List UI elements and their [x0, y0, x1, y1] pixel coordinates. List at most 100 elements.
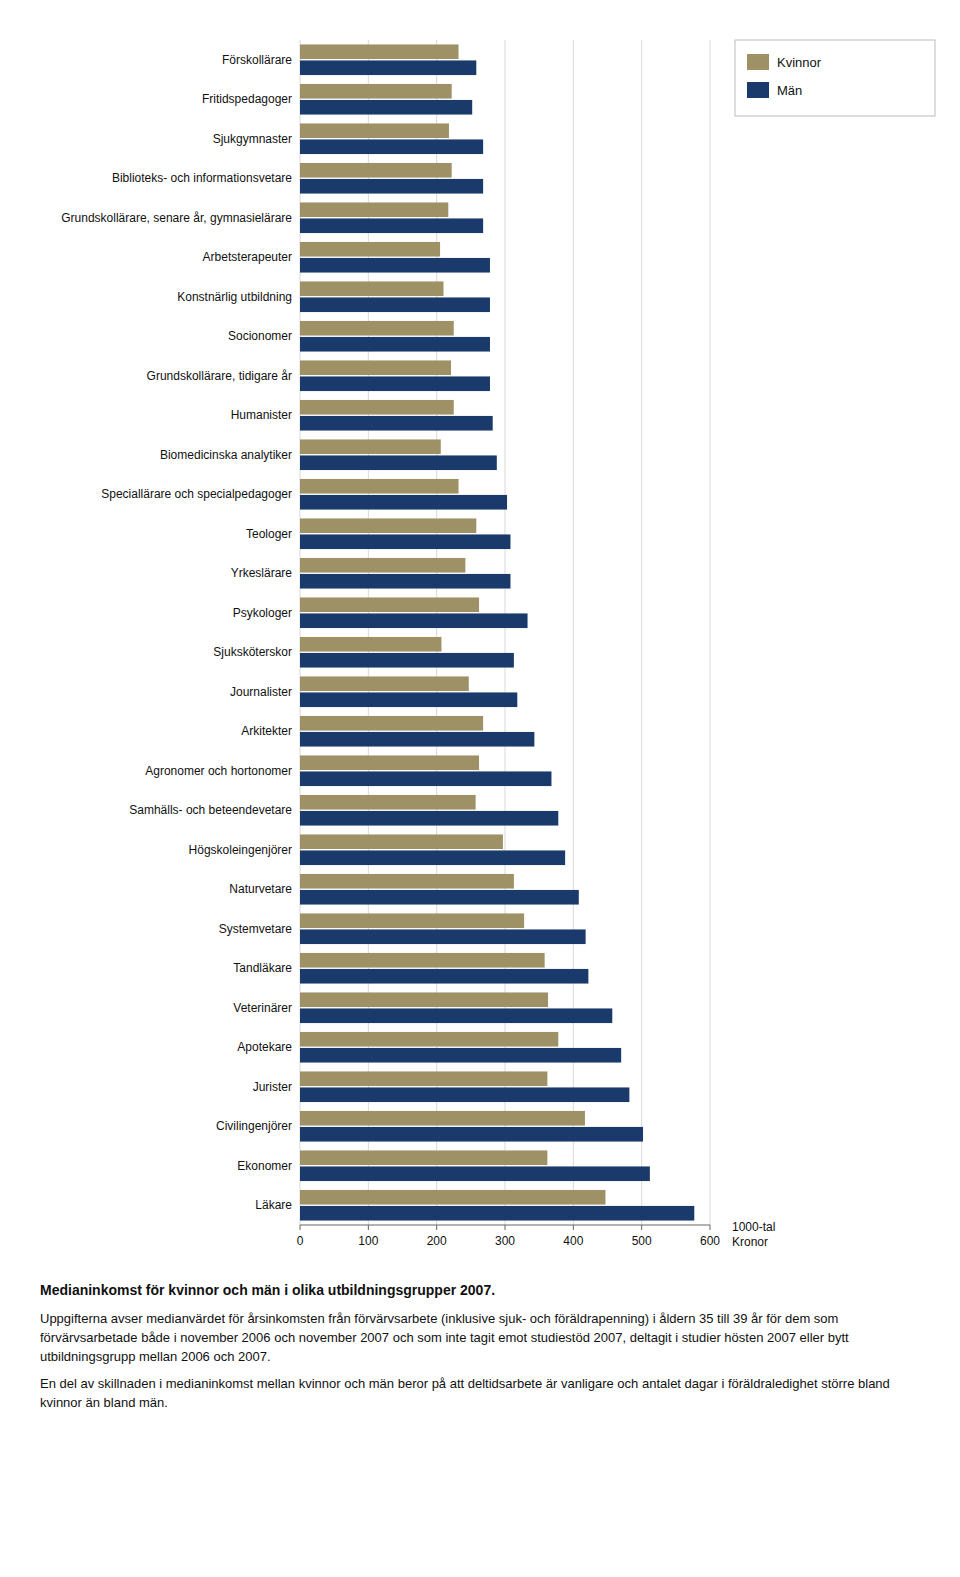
bar: [300, 653, 514, 668]
bar: [300, 1111, 585, 1126]
chart: 0100200300400500600FörskollärareFritidsp…: [0, 0, 960, 1270]
bar: [300, 850, 565, 865]
legend-swatch: [747, 54, 769, 70]
bar: [300, 44, 459, 59]
legend-entry: Män: [777, 83, 802, 98]
tick-mark: [368, 1225, 369, 1230]
annotation: En del av skillnaden i medianinkomst mel…: [40, 1375, 920, 1413]
bar: [300, 123, 449, 138]
bar: [300, 1071, 547, 1086]
grid-line: [368, 40, 369, 1225]
bar: [300, 416, 493, 431]
bar: [300, 518, 476, 533]
category-label: Högskoleingenjörer: [189, 843, 292, 857]
tick-label: 500: [632, 1234, 652, 1248]
bar: [300, 574, 510, 589]
category-label: Grundskollärare, senare år, gymnasielära…: [61, 211, 292, 225]
tick-label: 0: [297, 1234, 304, 1248]
bar: [300, 297, 490, 312]
bar: [300, 534, 510, 549]
bar: [300, 771, 551, 786]
bar: [300, 100, 472, 115]
bar: [300, 755, 479, 770]
tick-label: 100: [358, 1234, 378, 1248]
category-label: Fritidspedagoger: [202, 92, 292, 106]
grid-line: [641, 40, 642, 1225]
category-label: Sjuksköterskor: [213, 645, 292, 659]
tick-mark: [505, 1225, 506, 1230]
category-label: Sjukgymnaster: [213, 132, 292, 146]
category-label: Biomedicinska analytiker: [160, 448, 292, 462]
bar: [300, 1048, 621, 1063]
bar: [300, 558, 465, 573]
x-axis-label: 1000-talKronor: [732, 1220, 775, 1249]
bar: [300, 479, 459, 494]
bar: [300, 439, 441, 454]
bar: [300, 969, 588, 984]
bar: [300, 455, 497, 470]
bar: [300, 929, 586, 944]
bar: [300, 1150, 547, 1165]
grid-line: [505, 40, 506, 1225]
bar: [300, 1087, 629, 1102]
tick-mark: [300, 1225, 301, 1230]
bar: [300, 376, 490, 391]
bar: [300, 676, 469, 691]
category-label: Veterinärer: [233, 1001, 292, 1015]
bar: [300, 795, 476, 810]
bar: [300, 139, 483, 154]
category-label: Civilingenjörer: [216, 1119, 292, 1133]
bar: [300, 281, 444, 296]
category-label: Samhälls- och beteendevetare: [129, 803, 292, 817]
notes: Medianinkomst för kvinnor och män i olik…: [40, 1280, 920, 1421]
category-label: Yrkeslärare: [231, 566, 293, 580]
category-label: Apotekare: [237, 1040, 292, 1054]
bar: [300, 913, 524, 928]
x-axis: [300, 1225, 710, 1226]
bar: [300, 953, 545, 968]
bar: [300, 495, 507, 510]
tick-label: 300: [495, 1234, 515, 1248]
tick-mark: [436, 1225, 437, 1230]
bar: [300, 360, 451, 375]
bar: [300, 60, 476, 75]
bar: [300, 874, 514, 889]
bar: [300, 400, 454, 415]
grid-line: [300, 40, 301, 1225]
legend-swatch: [747, 82, 769, 98]
category-label: Agronomer och hortonomer: [145, 764, 292, 778]
bar: [300, 992, 548, 1007]
category-label: Jurister: [253, 1080, 292, 1094]
bar: [300, 692, 517, 707]
bar: [300, 716, 483, 731]
legend-entry: Kvinnor: [777, 55, 822, 70]
title: Medianinkomst för kvinnor och män i olik…: [40, 1280, 920, 1300]
bar: [300, 242, 440, 257]
tick-label: 600: [700, 1234, 720, 1248]
bar: [300, 202, 448, 217]
bar: [300, 1032, 558, 1047]
category-label: Grundskollärare, tidigare år: [147, 369, 292, 383]
annotation: Uppgifterna avser medianvärdet för årsin…: [40, 1310, 920, 1367]
bar: [300, 1008, 612, 1023]
bar: [300, 811, 558, 826]
bars: [300, 44, 694, 1220]
bar: [300, 1127, 643, 1142]
tick-label: 400: [563, 1234, 583, 1248]
category-label: Konstnärlig utbildning: [177, 290, 292, 304]
category-label: Naturvetare: [229, 882, 292, 896]
category-label: Psykologer: [233, 606, 292, 620]
category-label: Läkare: [255, 1198, 292, 1212]
bar: [300, 890, 579, 905]
tick-mark: [573, 1225, 574, 1230]
bar: [300, 637, 441, 652]
bar: [300, 613, 528, 628]
bar: [300, 597, 479, 612]
category-label: Humanister: [231, 408, 292, 422]
legend-frame: [735, 40, 935, 116]
category-label: Förskollärare: [222, 53, 292, 67]
category-label: Arbetsterapeuter: [203, 250, 292, 264]
tick-mark: [641, 1225, 642, 1230]
grid-line: [573, 40, 574, 1225]
legend: Kvinnor Män: [735, 40, 935, 116]
